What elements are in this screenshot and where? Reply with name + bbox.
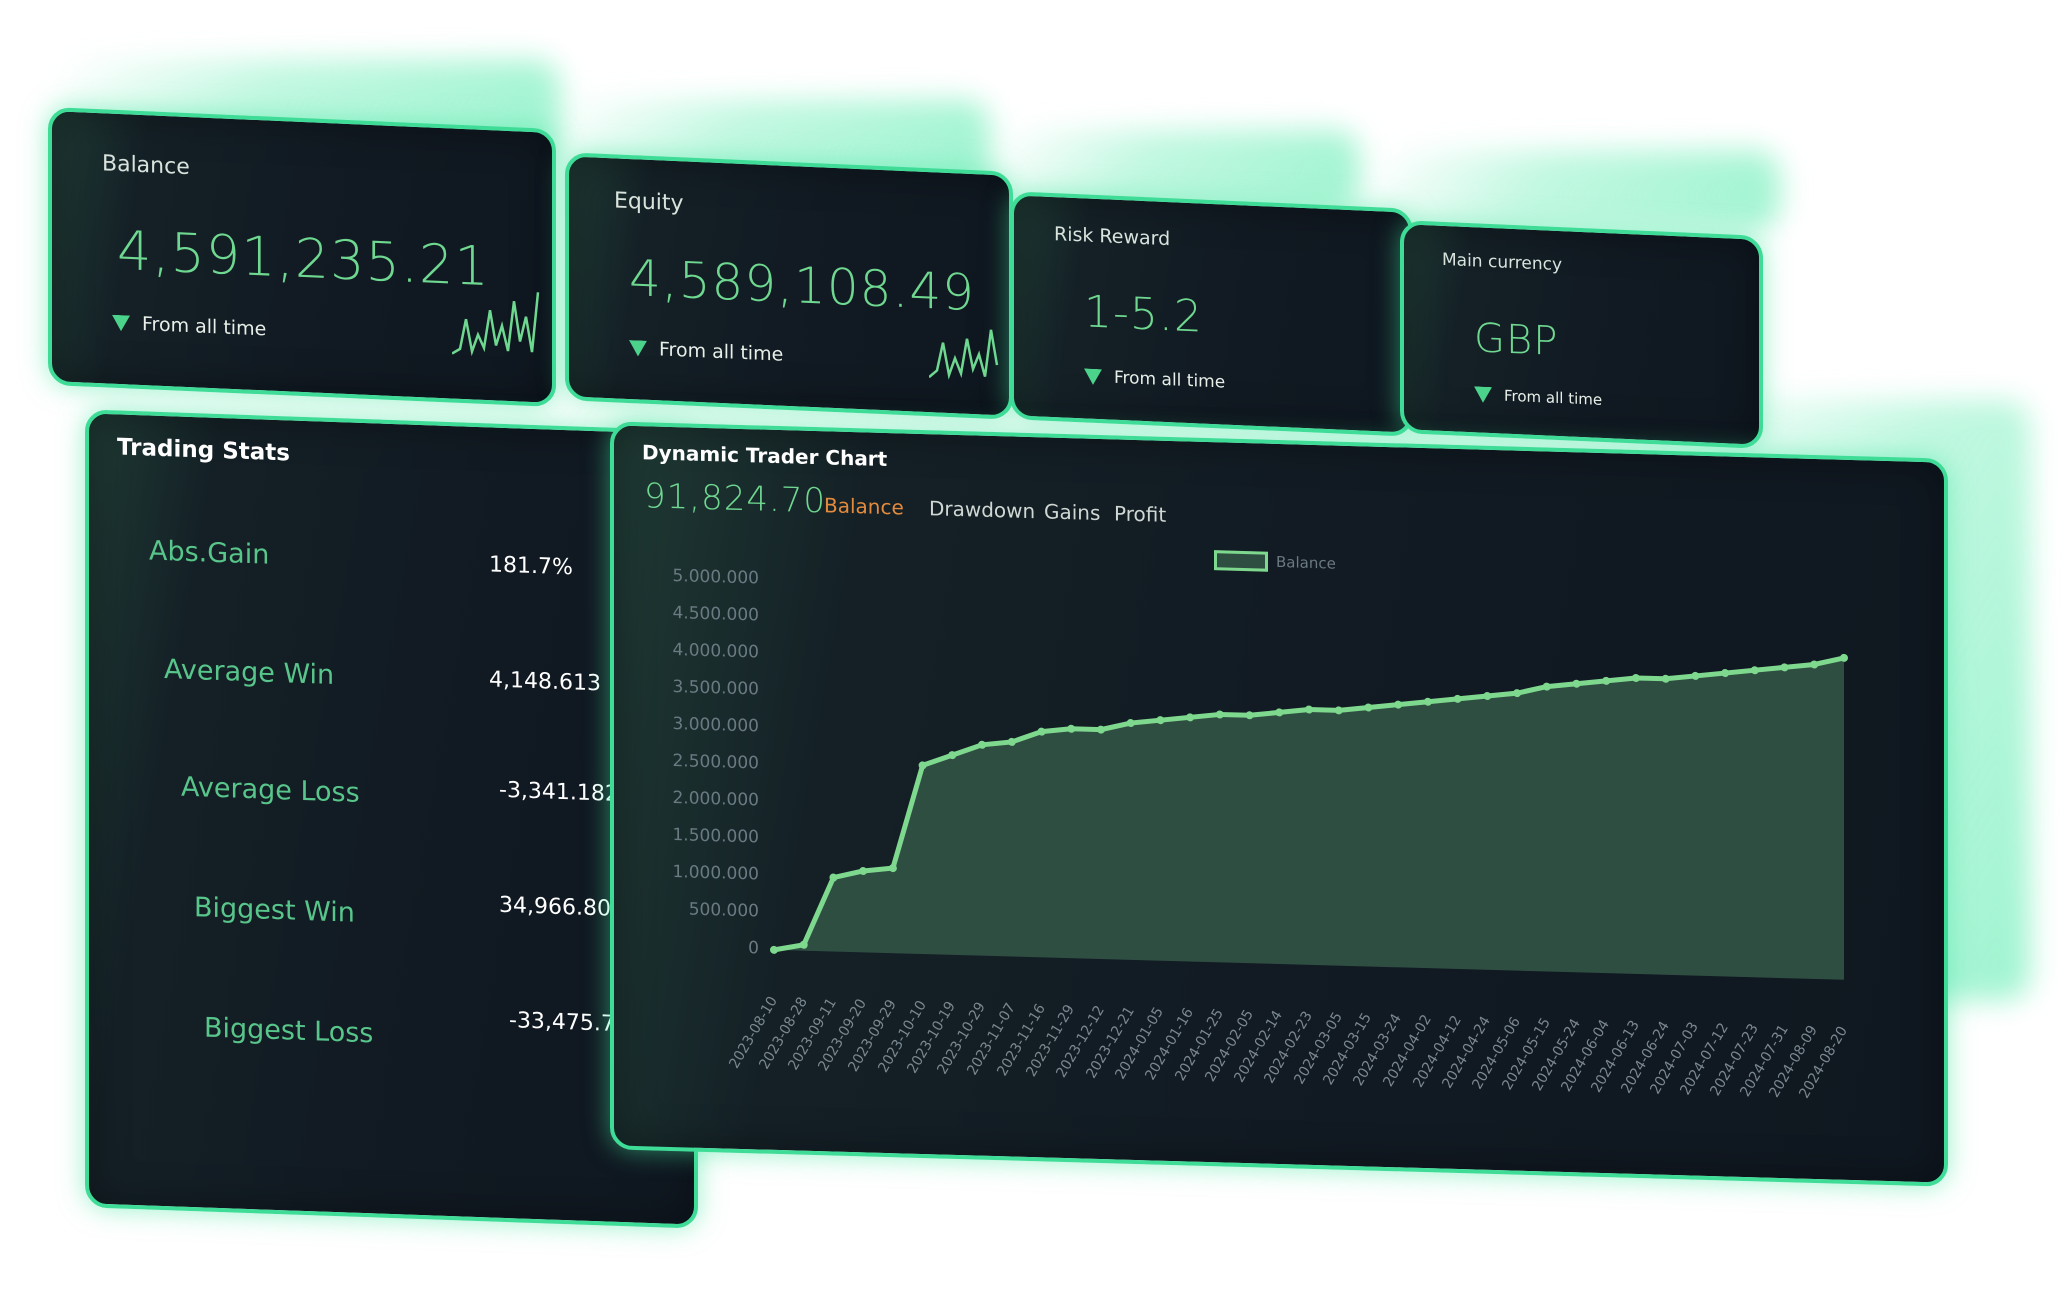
balance-point[interactable] bbox=[1483, 692, 1492, 701]
trading-stats-title: Trading Stats bbox=[117, 434, 290, 467]
risk-reward-card: Risk Reward 1-5.2 From all time bbox=[1010, 191, 1413, 437]
main-currency-title: Main currency bbox=[1442, 249, 1563, 276]
balance-point[interactable] bbox=[1186, 713, 1195, 722]
main-currency-value: GBP bbox=[1474, 315, 1559, 365]
main-currency-card: Main currency GBP From all time bbox=[1400, 220, 1763, 449]
risk-reward-sub-label: From all time bbox=[1114, 367, 1226, 393]
balance-point[interactable] bbox=[1542, 682, 1551, 691]
balance-point[interactable] bbox=[1305, 705, 1313, 714]
stat-label-biggest-win: Biggest Win bbox=[194, 892, 355, 929]
risk-reward-value: 1-5.2 bbox=[1084, 286, 1203, 343]
balance-point[interactable] bbox=[1750, 666, 1759, 675]
balance-point[interactable] bbox=[1007, 737, 1016, 746]
balance-point[interactable] bbox=[1780, 663, 1789, 672]
balance-point[interactable] bbox=[888, 864, 897, 873]
balance-card: Balance 4,591,235.21 From all time bbox=[48, 106, 556, 408]
equity-title: Equity bbox=[614, 188, 684, 217]
trading-stats-card: Trading Stats Abs.Gain 181.7% Average Wi… bbox=[85, 409, 698, 1229]
balance-sub-label: From all time bbox=[142, 313, 267, 341]
triangle-down-icon bbox=[629, 340, 647, 357]
equity-sub: From all time bbox=[629, 337, 783, 366]
balance-title: Balance bbox=[102, 151, 190, 181]
balance-chart bbox=[770, 653, 1848, 980]
risk-reward-title: Risk Reward bbox=[1054, 223, 1171, 251]
main-currency-sub-label: From all time bbox=[1504, 386, 1603, 409]
balance-point[interactable] bbox=[829, 873, 838, 882]
equity-card: Equity 4,589,108.49 From all time bbox=[565, 152, 1013, 420]
main-currency-sub: From all time bbox=[1474, 385, 1602, 409]
balance-point[interactable] bbox=[1661, 674, 1670, 683]
balance-point[interactable] bbox=[1096, 725, 1105, 734]
balance-point[interactable] bbox=[1423, 697, 1432, 706]
stat-value-average-loss: -3,341.182 bbox=[499, 777, 619, 807]
balance-point[interactable] bbox=[1156, 716, 1165, 725]
trader-chart-card: Dynamic Trader Chart 91,824.70 Balance D… bbox=[610, 421, 1948, 1187]
stat-value-biggest-win: 34,966.800 bbox=[499, 892, 625, 923]
balance-sparkline bbox=[452, 292, 540, 357]
balance-point[interactable] bbox=[1453, 694, 1462, 703]
balance-point[interactable] bbox=[1691, 671, 1700, 680]
stat-value-average-win: 4,148.613 bbox=[489, 667, 601, 697]
equity-value: 4,589,108.49 bbox=[629, 249, 975, 323]
balance-point[interactable] bbox=[1275, 708, 1284, 717]
balance-point[interactable] bbox=[770, 945, 778, 954]
balance-point[interactable] bbox=[1840, 653, 1848, 662]
equity-sparkline bbox=[929, 329, 999, 380]
stat-label-abs-gain: Abs.Gain bbox=[149, 535, 270, 571]
balance-point[interactable] bbox=[1067, 724, 1076, 733]
balance-point[interactable] bbox=[1810, 660, 1819, 669]
balance-point[interactable] bbox=[1364, 703, 1373, 712]
balance-point[interactable] bbox=[1245, 711, 1254, 720]
balance-point[interactable] bbox=[1126, 719, 1135, 728]
stat-label-average-loss: Average Loss bbox=[181, 771, 360, 809]
balance-point[interactable] bbox=[1037, 727, 1046, 736]
balance-value: 4,591,235.21 bbox=[117, 218, 490, 299]
balance-point[interactable] bbox=[1215, 710, 1224, 719]
balance-point[interactable] bbox=[918, 761, 927, 770]
balance-point[interactable] bbox=[799, 940, 808, 949]
balance-sub: From all time bbox=[112, 312, 267, 341]
balance-point[interactable] bbox=[1602, 676, 1611, 685]
balance-point[interactable] bbox=[859, 866, 868, 875]
balance-area bbox=[774, 657, 1844, 980]
balance-point[interactable] bbox=[1394, 700, 1403, 709]
stat-label-biggest-loss: Biggest Loss bbox=[204, 1012, 374, 1050]
equity-sub-label: From all time bbox=[659, 338, 784, 366]
stat-value-abs-gain: 181.7% bbox=[489, 552, 573, 581]
balance-point[interactable] bbox=[1572, 679, 1581, 688]
triangle-down-icon bbox=[112, 315, 130, 332]
balance-point[interactable] bbox=[1721, 669, 1730, 678]
risk-reward-sub: From all time bbox=[1084, 366, 1226, 393]
balance-point[interactable] bbox=[1513, 689, 1522, 698]
balance-point[interactable] bbox=[1334, 706, 1343, 715]
stat-label-average-win: Average Win bbox=[164, 654, 335, 691]
triangle-down-icon bbox=[1084, 368, 1102, 385]
triangle-down-icon bbox=[1474, 386, 1492, 403]
balance-point[interactable] bbox=[978, 740, 987, 749]
balance-point[interactable] bbox=[1631, 673, 1640, 682]
balance-point[interactable] bbox=[948, 751, 957, 760]
